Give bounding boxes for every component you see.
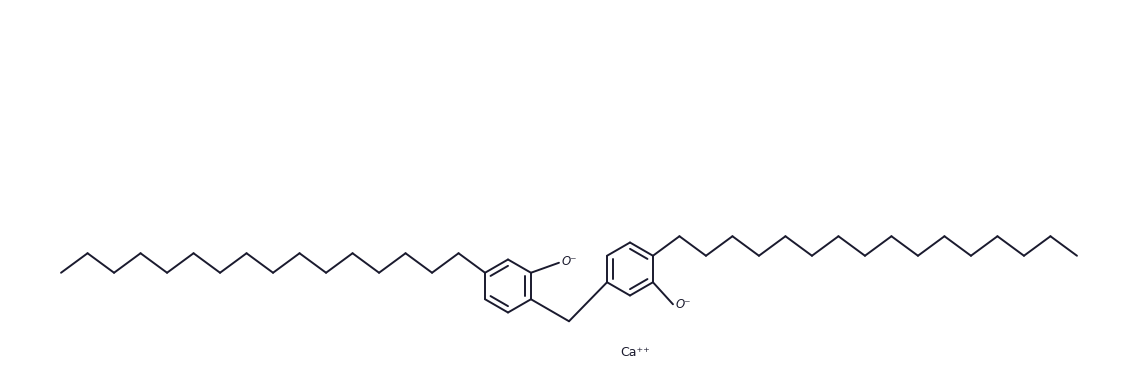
Text: O⁻: O⁻	[676, 298, 692, 311]
Text: O⁻: O⁻	[562, 255, 577, 268]
Text: Ca⁺⁺: Ca⁺⁺	[621, 346, 650, 359]
